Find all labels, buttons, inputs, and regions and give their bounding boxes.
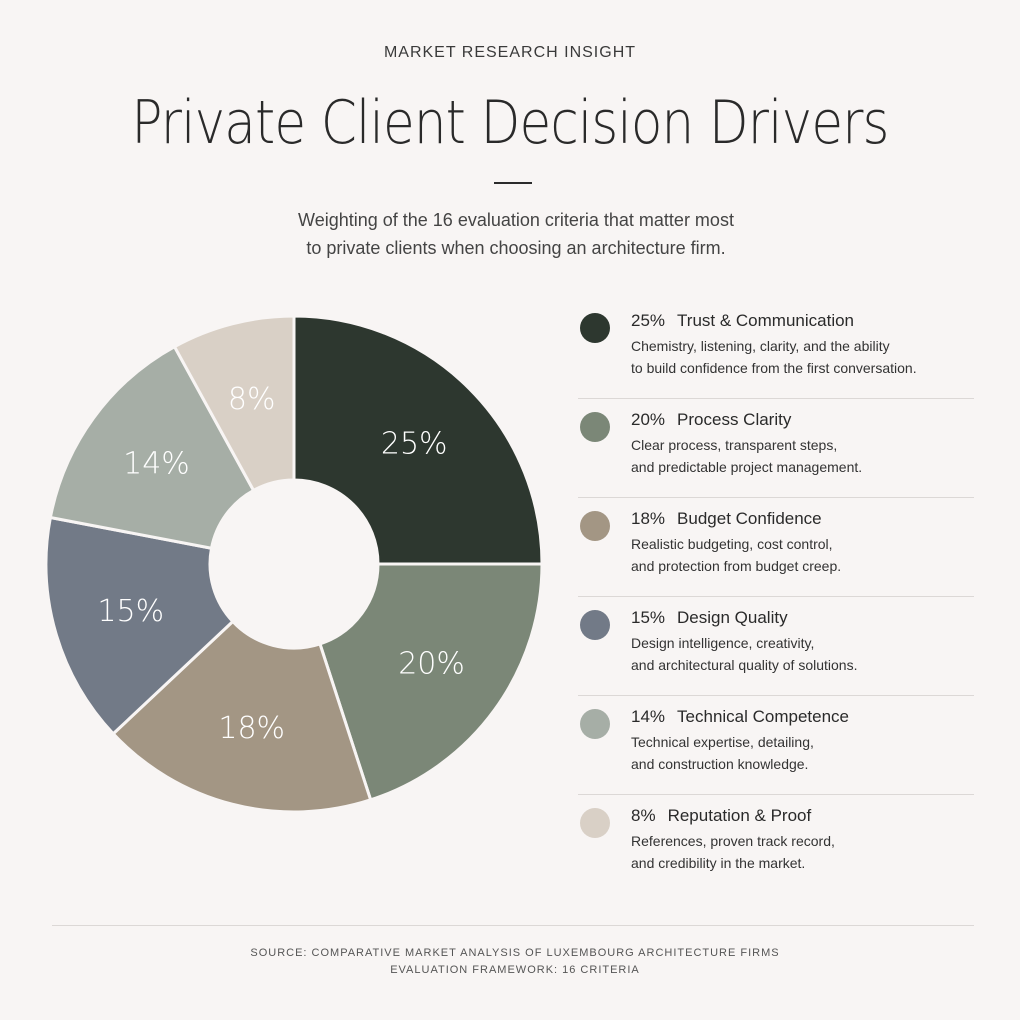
pie-data-label: 14%	[123, 447, 190, 482]
legend-desc-line-2: and construction knowledge.	[631, 756, 809, 772]
legend-desc-line-1: Technical expertise, detailing,	[631, 734, 814, 750]
pie-slice-process-clarity	[318, 562, 544, 802]
legend-name: Budget Confidence	[677, 509, 822, 528]
legend-desc-line-1: Realistic budgeting, cost control,	[631, 536, 833, 552]
legend-desc-line-2: to build confidence from the first conve…	[631, 360, 917, 376]
subtitle-line-1: Weighting of the 16 evaluation criteria …	[298, 210, 734, 230]
legend-name: Reputation & Proof	[667, 806, 812, 825]
legend-desc-line-1: Design intelligence, creativity,	[631, 635, 815, 651]
pie-slice-design-quality	[44, 516, 235, 736]
legend-swatch	[580, 412, 610, 442]
legend-desc-line-1: References, proven track record,	[631, 833, 835, 849]
legend-percent: 25%	[631, 311, 666, 330]
legend-desc-line-2: and credibility in the market.	[631, 855, 806, 871]
chart-legend: 25% Trust & Communication Chemistry, list…	[578, 300, 974, 894]
legend-swatch	[580, 808, 610, 838]
pie-data-label: 18%	[218, 711, 285, 746]
legend-desc-line-1: Chemistry, listening, clarity, and the a…	[631, 338, 890, 354]
legend-item-design-quality: 15% Design Quality Design intelligence, c…	[578, 597, 974, 696]
legend-desc-line-1: Clear process, transparent steps,	[631, 437, 838, 453]
legend-swatch	[580, 610, 610, 640]
legend-desc-line-2: and protection from budget creep.	[631, 558, 842, 574]
page-subtitle: Weighting of the 16 evaluation criteria …	[0, 206, 1020, 262]
legend-swatch	[580, 313, 610, 343]
legend-name: Technical Competence	[677, 707, 850, 726]
pie-slice-reputation-proof	[173, 314, 296, 492]
legend-item-process-clarity: 20% Process Clarity Clear process, transp…	[578, 399, 974, 498]
legend-percent: 15%	[631, 608, 666, 627]
pie-data-label: 8%	[228, 382, 276, 417]
legend-name: Trust & Communication	[677, 311, 855, 330]
legend-percent: 8%	[631, 806, 656, 825]
legend-percent: 14%	[631, 707, 666, 726]
footer-source: SOURCE: COMPARATIVE MARKET ANALYSIS OF L…	[250, 947, 780, 959]
legend-desc-line-2: and architectural quality of solutions.	[631, 657, 858, 673]
legend-item-trust-communication: 25% Trust & Communication Chemistry, list…	[578, 300, 974, 399]
page-title: Private Client Decision Drivers	[131, 88, 889, 158]
legend-swatch	[580, 709, 610, 739]
donut-chart: 25% 20% 18% 15% 14% 8%	[44, 314, 544, 814]
legend-item-budget-confidence: 18% Budget Confidence Realistic budgeting…	[578, 498, 974, 597]
legend-swatch	[580, 511, 610, 541]
pie-data-label: 25%	[381, 426, 448, 461]
legend-percent: 18%	[631, 509, 666, 528]
pie-data-label: 20%	[398, 646, 465, 681]
pie-data-label: 15%	[97, 594, 164, 629]
footer-framework: EVALUATION FRAMEWORK: 16 CRITERIA	[390, 964, 640, 976]
legend-desc-line-2: and predictable project management.	[631, 459, 863, 475]
legend-percent: 20%	[631, 410, 666, 429]
title-divider	[494, 182, 532, 184]
footer-divider	[52, 925, 974, 926]
pie-slice-budget-confidence	[111, 620, 373, 814]
legend-item-technical-competence: 14% Technical Competence Technical expert…	[578, 696, 974, 795]
subtitle-line-2: to private clients when choosing an arch…	[306, 238, 726, 258]
legend-name: Process Clarity	[677, 410, 792, 429]
eyebrow-label: MARKET RESEARCH INSIGHT	[383, 44, 637, 61]
source-footer: SOURCE: COMPARATIVE MARKET ANALYSIS OF L…	[0, 945, 1020, 979]
pie-slice-technical-competence	[48, 345, 256, 550]
pie-slice-trust-communication	[292, 314, 544, 566]
legend-name: Design Quality	[677, 608, 788, 627]
legend-item-reputation-proof: 8% Reputation & Proof References, proven …	[578, 795, 974, 894]
